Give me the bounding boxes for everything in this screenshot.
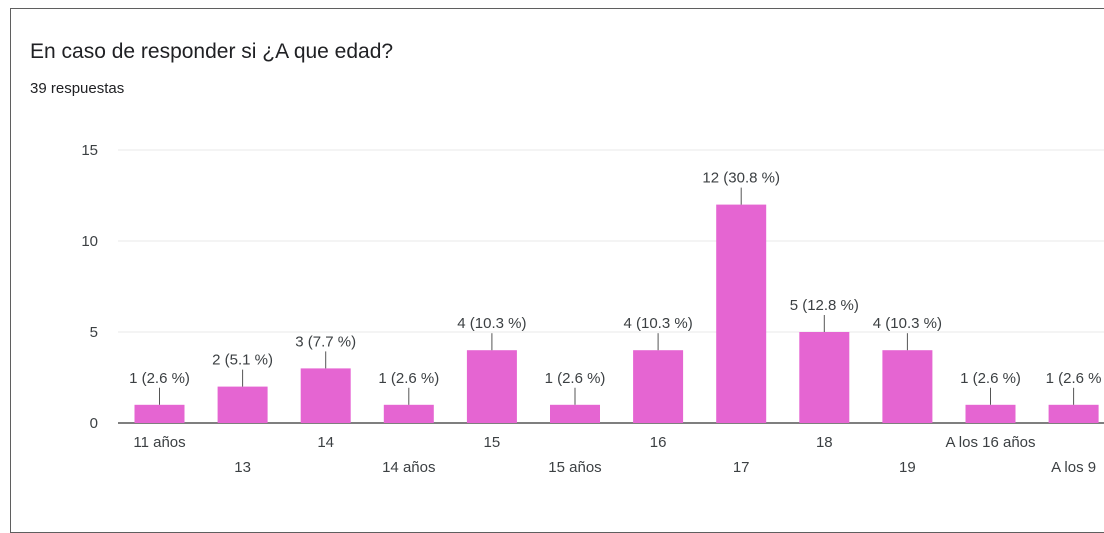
bars [134,204,1099,423]
bar [633,350,684,423]
data-labels: 1 (2.6 %) 2 (5.1 %) 3 (7.7 %) 1 (2.6 %) 4 (1… [129,170,1102,405]
category-label: 16 [650,434,667,451]
bar [466,350,517,423]
data-label: 1 (2.6 %) [545,370,606,387]
category-label: A los 16 años [945,434,1035,451]
category-label: 14 años [382,459,435,476]
y-tick-label: 0 [90,415,98,432]
data-label: 3 (7.7 %) [295,333,356,350]
data-label: 1 (2.6 % [1046,370,1102,387]
bar [799,332,850,423]
category-label: 15 años [548,459,601,476]
category-label: 17 [733,459,750,476]
data-label: 1 (2.6 %) [960,370,1021,387]
bar [300,368,351,423]
data-label: 1 (2.6 %) [129,370,190,387]
bar [1048,404,1099,423]
data-label: 12 (30.8 %) [702,170,780,187]
y-axis-ticks: 0 5 10 15 [81,142,98,432]
y-tick-label: 15 [81,142,98,159]
data-label: 4 (10.3 %) [457,315,526,332]
x-axis-labels: 11 años 13 14 14 años 15 15 años 16 17 18 19 A los… [133,434,1096,476]
y-tick-label: 10 [81,233,98,250]
question-card [10,8,1104,533]
data-label: 4 (10.3 %) [623,315,692,332]
question-title: En caso de responder si ¿A que edad? [30,40,394,63]
data-label: 2 (5.1 %) [212,352,273,369]
category-label: 14 [317,434,334,451]
bar [383,404,434,423]
category-label: 13 [234,459,251,476]
bar [550,404,600,423]
data-label: 1 (2.6 %) [378,370,439,387]
category-label: 15 [484,434,501,451]
category-label: 19 [899,459,916,476]
bar [882,350,933,423]
category-label: 18 [816,434,833,451]
bar [965,404,1016,423]
bar [134,404,185,423]
gridlines [118,149,1104,424]
y-tick-label: 5 [90,324,98,341]
bar [716,204,767,423]
response-count: 39 respuestas [30,80,125,97]
category-label: 11 años [133,434,185,451]
data-label: 5 (12.8 %) [790,297,859,314]
category-label: A los 9 [1051,459,1096,476]
data-label: 4 (10.3 %) [873,315,942,332]
bar [217,386,268,423]
